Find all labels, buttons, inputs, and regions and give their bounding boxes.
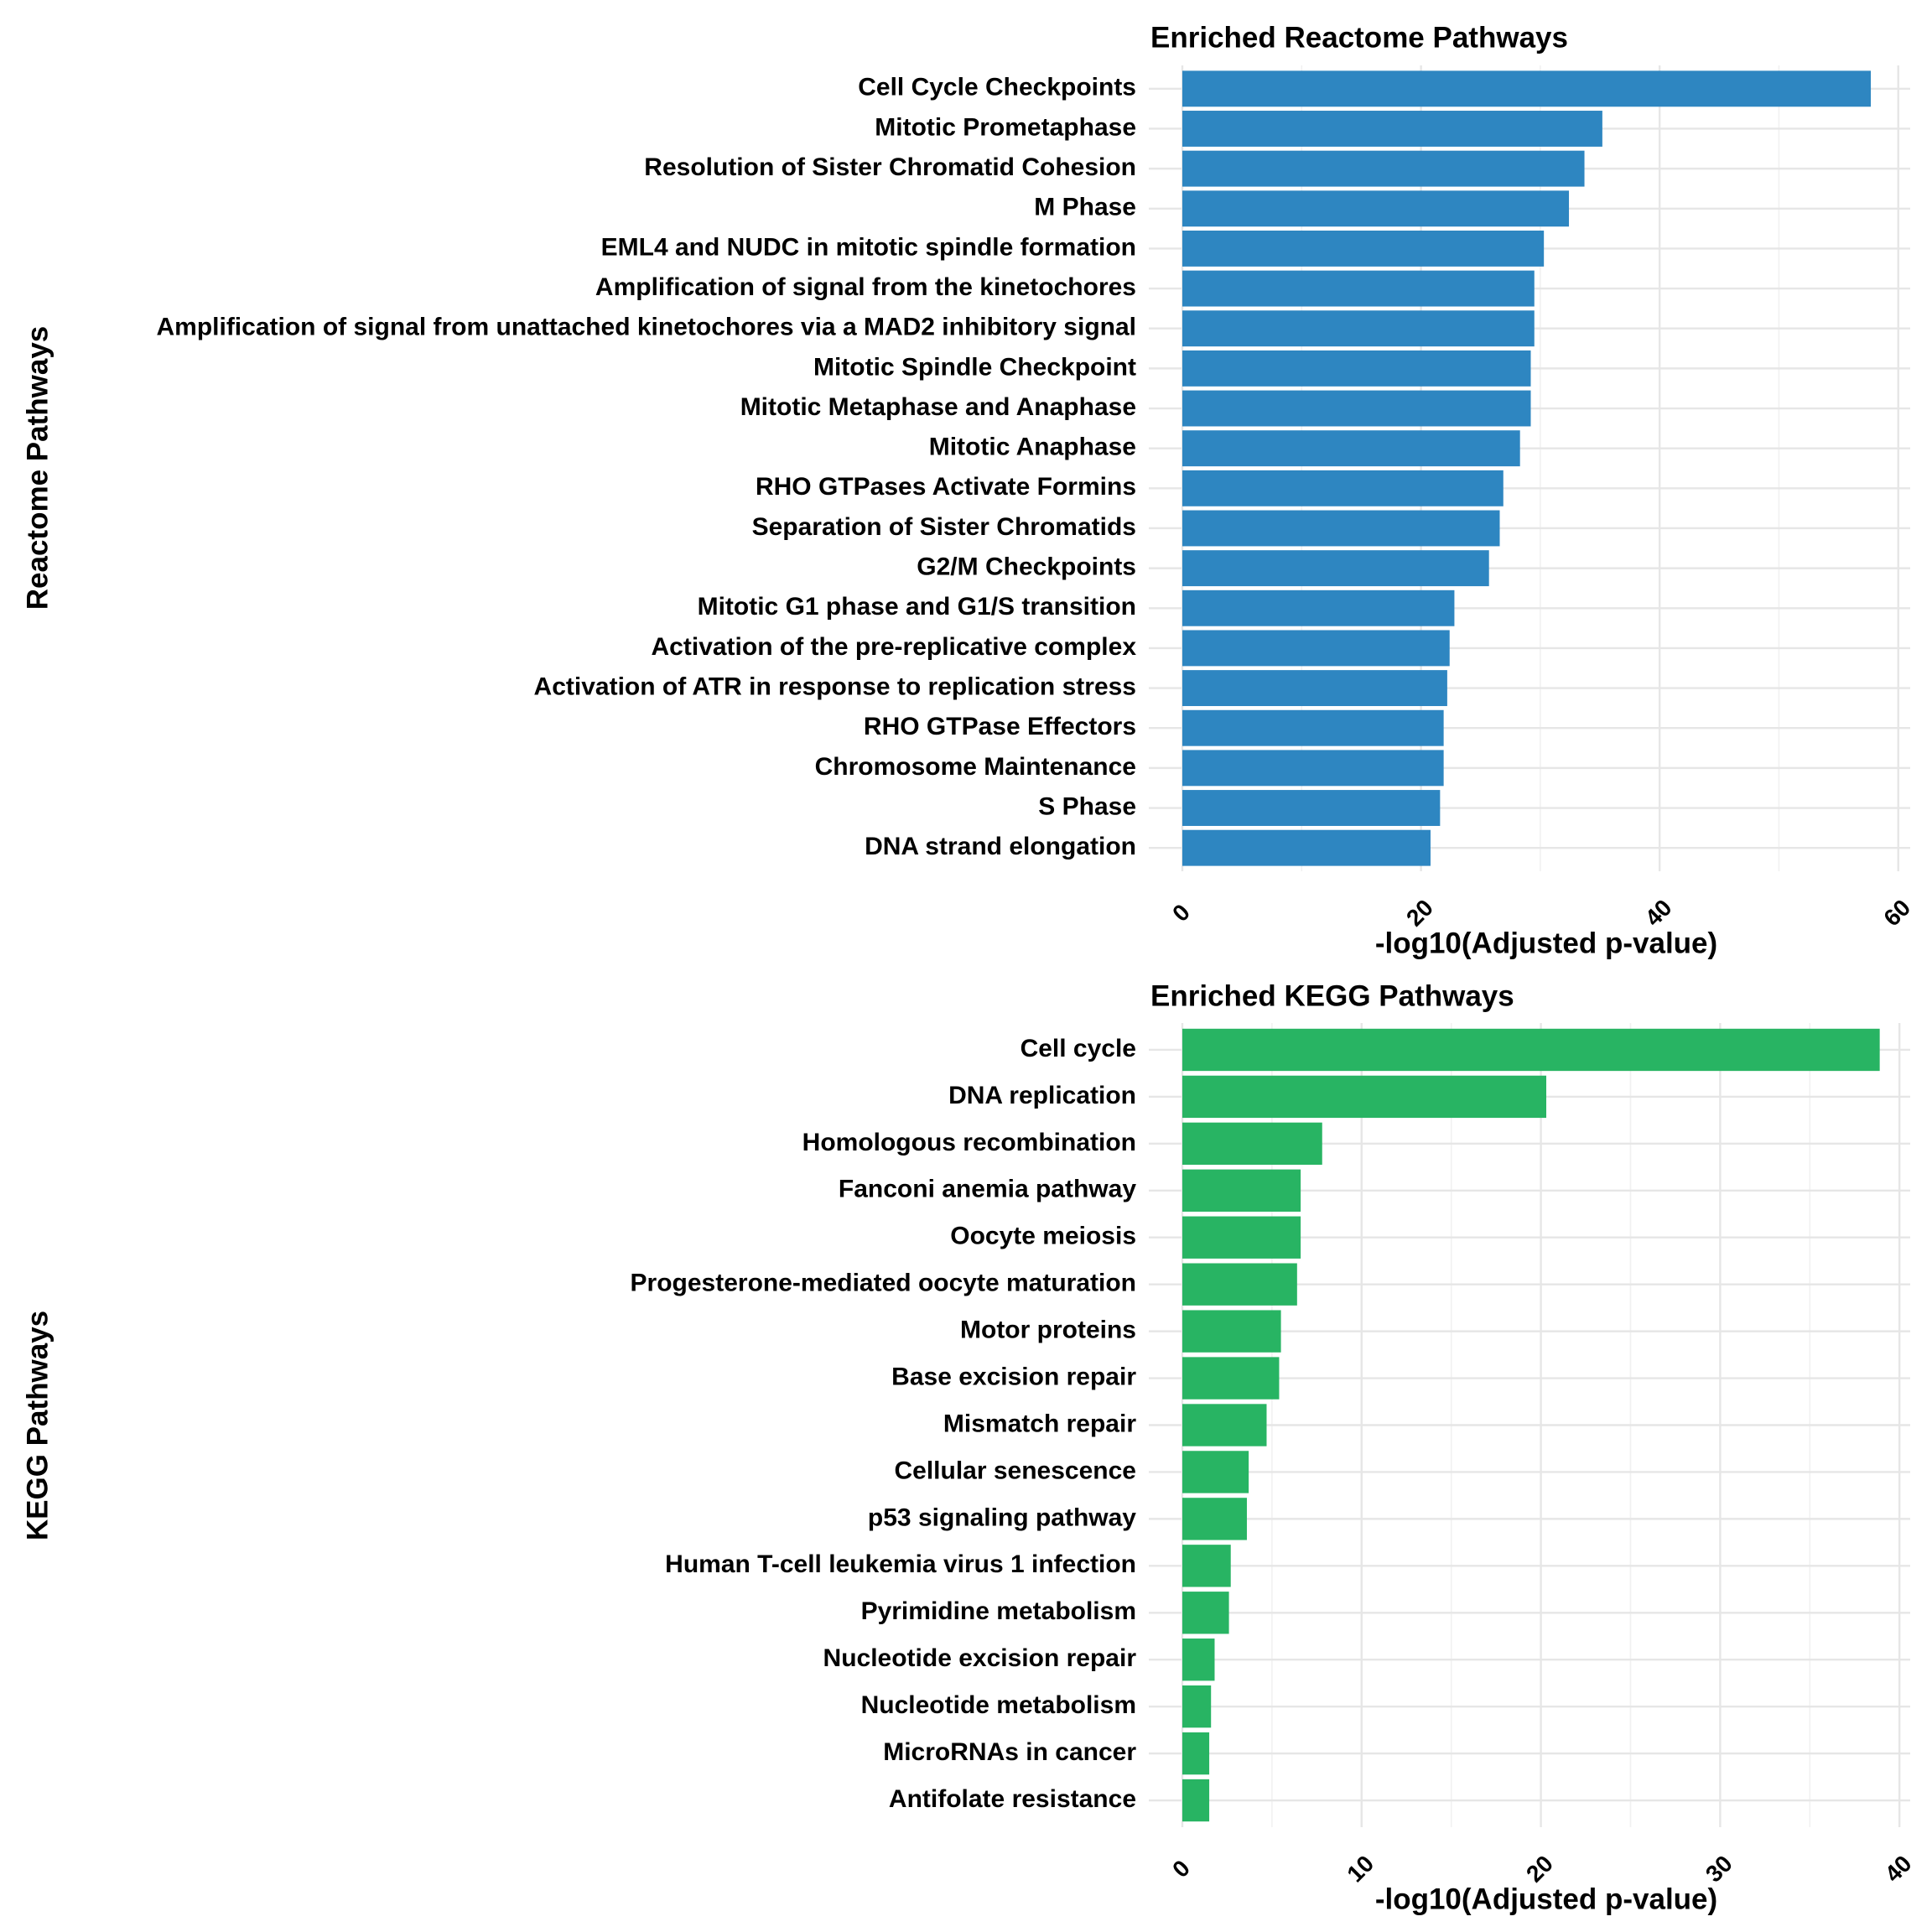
reactome-x-tick-label: 40 <box>1640 895 1677 932</box>
kegg-category-label: Nucleotide metabolism <box>861 1691 1136 1719</box>
reactome-bar <box>1182 589 1455 626</box>
reactome-bar <box>1182 270 1535 307</box>
kegg-category-label: Antifolate resistance <box>889 1785 1136 1813</box>
kegg-chart-title: Enriched KEGG Pathways <box>1150 979 1514 1012</box>
reactome-category-label: Chromosome Maintenance <box>815 753 1136 781</box>
kegg-bar <box>1182 1451 1249 1493</box>
kegg-bar <box>1182 1779 1210 1822</box>
reactome-bar <box>1182 230 1545 267</box>
kegg-category-label: Oocyte meiosis <box>950 1223 1136 1250</box>
reactome-y-axis-title: Reactome Pathways <box>21 326 54 610</box>
kegg-bar <box>1182 1122 1322 1166</box>
kegg-bar <box>1182 1498 1247 1540</box>
kegg-bar <box>1182 1592 1229 1634</box>
kegg-category-label: Pyrimidine metabolism <box>861 1597 1136 1625</box>
kegg-category-label: Mismatch repair <box>943 1410 1136 1437</box>
kegg-x-tick-label: 20 <box>1521 1851 1558 1888</box>
kegg-bar <box>1182 1263 1297 1306</box>
reactome-category-label: Mitotic Spindle Checkpoint <box>813 353 1136 381</box>
kegg-x-axis-title: -log10(Adjusted p-value) <box>1375 1883 1717 1915</box>
reactome-bar <box>1182 709 1444 746</box>
reactome-category-label: RHO GTPases Activate Formins <box>756 473 1136 501</box>
kegg-bar <box>1182 1732 1210 1775</box>
reactome-bar <box>1182 829 1431 866</box>
kegg-bar <box>1182 1310 1281 1353</box>
reactome-bar <box>1182 550 1489 587</box>
reactome-category-label: Mitotic Prometaphase <box>875 113 1136 141</box>
reactome-category-label: Mitotic Anaphase <box>929 434 1136 461</box>
kegg-x-tick-label: 10 <box>1342 1851 1379 1888</box>
reactome-x-tick-label: 0 <box>1167 899 1195 927</box>
reactome-category-label: Amplification of signal from unattached … <box>156 314 1136 341</box>
reactome-category-label: RHO GTPase Effectors <box>864 713 1136 740</box>
reactome-category-label: Separation of Sister Chromatids <box>752 513 1136 541</box>
kegg-category-label: Fanconi anemia pathway <box>839 1176 1136 1203</box>
reactome-bar <box>1182 430 1520 467</box>
reactome-bar <box>1182 150 1585 187</box>
reactome-category-label: Resolution of Sister Chromatid Cohesion <box>644 153 1136 181</box>
kegg-category-label: DNA replication <box>948 1082 1136 1109</box>
kegg-category-label: Base excision repair <box>891 1363 1136 1390</box>
kegg-category-label: Progesterone-mediated oocyte maturation <box>631 1270 1136 1297</box>
reactome-panel: Cell Cycle Checkpoints Mitotic Prometapha… <box>21 21 1915 959</box>
kegg-y-axis-title: KEGG Pathways <box>21 1311 54 1540</box>
reactome-category-label: Activation of the pre-replicative comple… <box>652 633 1137 661</box>
reactome-category-label: Mitotic Metaphase and Anaphase <box>740 393 1136 421</box>
kegg-category-label: Cellular senescence <box>894 1457 1136 1484</box>
reactome-category-label: Mitotic G1 phase and G1/S transition <box>698 593 1136 621</box>
kegg-category-label: p53 signaling pathway <box>868 1504 1136 1531</box>
reactome-bar <box>1182 510 1500 547</box>
reactome-x-tick-label: 20 <box>1401 895 1438 932</box>
kegg-category-label: Cell cycle <box>1021 1035 1136 1062</box>
kegg-bar <box>1182 1028 1880 1072</box>
reactome-bar <box>1182 350 1531 387</box>
reactome-category-label: S Phase <box>1038 792 1136 820</box>
kegg-category-label: MicroRNAs in cancer <box>883 1738 1136 1766</box>
kegg-bar <box>1182 1357 1280 1400</box>
kegg-panel: Cell cycle DNA replication Homologous reco… <box>21 979 1916 1915</box>
reactome-bar <box>1182 670 1447 707</box>
reactome-bar <box>1182 790 1441 826</box>
reactome-category-label: DNA strand elongation <box>865 833 1136 860</box>
kegg-x-tick-label: 30 <box>1701 1851 1737 1888</box>
reactome-x-axis-title: -log10(Adjusted p-value) <box>1375 927 1717 959</box>
kegg-category-label: Homologous recombination <box>802 1129 1136 1156</box>
reactome-category-label: EML4 and NUDC in mitotic spindle formati… <box>601 233 1136 261</box>
reactome-bar <box>1182 630 1450 667</box>
kegg-category-label: Human T-cell leukemia virus 1 infection <box>665 1550 1136 1578</box>
kegg-bar <box>1182 1169 1301 1212</box>
kegg-category-label: Nucleotide excision repair <box>823 1644 1137 1672</box>
kegg-bar <box>1182 1639 1215 1681</box>
reactome-bar <box>1182 310 1535 347</box>
kegg-x-tick-label: 40 <box>1880 1851 1917 1888</box>
kegg-bar <box>1182 1075 1546 1119</box>
reactome-bar <box>1182 750 1444 787</box>
reactome-category-label: Cell Cycle Checkpoints <box>858 74 1136 101</box>
kegg-x-tick-label: 0 <box>1167 1855 1195 1883</box>
reactome-category-label: Amplification of signal from the kinetoc… <box>595 273 1136 301</box>
kegg-category-label: Motor proteins <box>960 1317 1136 1344</box>
reactome-category-label: M Phase <box>1034 194 1136 221</box>
kegg-bar <box>1182 1216 1301 1259</box>
reactome-x-tick-label: 60 <box>1878 895 1915 932</box>
reactome-bar <box>1182 390 1531 427</box>
reactome-category-label: G2/M Checkpoints <box>917 553 1136 581</box>
reactome-bar <box>1182 111 1602 147</box>
reactome-chart-title: Enriched Reactome Pathways <box>1150 21 1568 54</box>
kegg-bar <box>1182 1404 1267 1446</box>
kegg-bar <box>1182 1545 1231 1587</box>
reactome-bar <box>1182 190 1570 227</box>
reactome-bar <box>1182 470 1504 506</box>
reactome-bar <box>1182 70 1872 107</box>
kegg-bar <box>1182 1685 1212 1728</box>
reactome-category-label: Activation of ATR in response to replica… <box>534 673 1136 700</box>
